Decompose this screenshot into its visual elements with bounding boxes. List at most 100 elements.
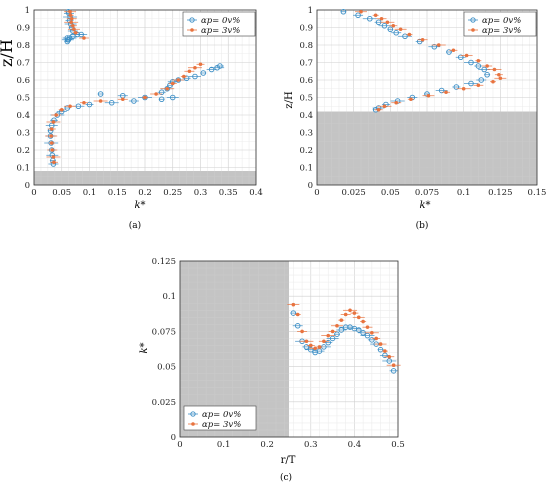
data-point: [54, 113, 58, 117]
data-point: [370, 331, 374, 335]
data-point: [478, 77, 485, 83]
data-point: [444, 90, 448, 95]
data-point: [182, 74, 186, 79]
data-point: [82, 100, 86, 105]
data-point: [377, 346, 384, 353]
data-point: [193, 65, 197, 70]
data-point: [355, 12, 361, 18]
data-point: [476, 83, 481, 88]
panel-c-xlabel: r/T: [281, 455, 296, 466]
x-tick-label: 0.05: [52, 188, 71, 198]
data-point: [475, 63, 482, 69]
data-point: [330, 329, 335, 334]
data-point: [52, 160, 56, 165]
data-point: [143, 95, 147, 100]
data-point: [379, 16, 384, 21]
data-point: [183, 75, 190, 81]
data-point: [436, 43, 441, 47]
legend: αp= 0v%αp= 3v%: [182, 11, 256, 37]
data-point: [387, 26, 394, 33]
y-tick-label: 0.4: [299, 111, 313, 121]
data-point: [446, 49, 452, 55]
data-point: [214, 64, 220, 71]
legend: αp= 0v%αp= 3v%: [463, 11, 537, 37]
y-tick-label: 0.05: [157, 363, 176, 373]
data-point: [431, 44, 438, 50]
data-point: [70, 33, 76, 40]
y-tick-label: 1: [308, 6, 313, 16]
data-point: [304, 339, 309, 344]
y-tick-label: 0.7: [299, 59, 313, 69]
panel-c: 0 0.1 0.2 0.3 0.4 0.5 0 0.025 0.05 0.075 0.1 0.125 α…: [139, 257, 405, 483]
data-point: [59, 107, 64, 112]
y-tick-label: 0.2: [299, 146, 313, 156]
data-point: [492, 67, 497, 72]
y-tick-label: 1: [25, 6, 30, 16]
data-point: [348, 308, 352, 313]
data-point: [294, 323, 301, 329]
data-point: [426, 93, 431, 98]
panel-b-xlabel: k*: [419, 200, 430, 211]
data-point: [167, 82, 173, 88]
panel-a-xlabel: k*: [134, 200, 145, 211]
x-tick-label: 0.025: [341, 188, 365, 198]
data-point: [309, 343, 313, 348]
data-point: [200, 70, 207, 76]
legend-label: αp= 0v%: [202, 410, 241, 420]
data-point: [464, 53, 469, 58]
data-point: [378, 342, 383, 346]
data-point: [158, 89, 165, 95]
legend-marker: [190, 28, 194, 32]
data-point: [86, 101, 93, 108]
x-tick-label: 0.5: [391, 440, 405, 450]
y-tick-label: 0.5: [16, 94, 30, 104]
data-point: [386, 358, 393, 364]
y-tick-label: 0.1: [299, 164, 313, 174]
data-point: [394, 100, 399, 105]
data-point: [98, 99, 103, 103]
y-tick-label: 0.6: [299, 76, 313, 86]
y-tick-label: 0.075: [152, 327, 176, 337]
data-point: [374, 336, 379, 341]
y-tick-label: 0.6: [16, 76, 30, 86]
panel-b-plot: 0 0.025 0.05 0.075 0.1 0.125 0.15 0 0.1 0.2 0.3 0.4…: [299, 6, 546, 198]
x-tick-label: 0.1: [457, 188, 471, 198]
data-point: [295, 312, 300, 317]
data-point: [369, 337, 375, 343]
data-point: [72, 27, 76, 32]
data-point: [385, 20, 390, 25]
x-tick-label: 0.25: [163, 188, 182, 198]
data-point: [108, 99, 115, 106]
data-point: [461, 86, 466, 91]
shaded-region-overlay: [34, 171, 256, 185]
x-tick-label: 0.075: [415, 188, 439, 198]
data-point: [367, 16, 373, 22]
series-alpha-3: [355, 9, 507, 112]
data-point: [291, 302, 296, 307]
data-point: [387, 354, 392, 359]
data-point: [290, 310, 297, 316]
data-point: [316, 348, 323, 354]
legend-marker: [470, 17, 476, 23]
data-point: [390, 368, 397, 374]
data-point: [484, 71, 490, 78]
data-point: [176, 78, 181, 82]
data-point: [75, 103, 82, 109]
y-tick-label: 0.2: [16, 146, 30, 156]
panel-a-ylabel: z/H: [0, 39, 16, 67]
x-tick-label: 0: [177, 440, 182, 450]
x-tick-label: 0.15: [108, 188, 127, 198]
y-tick-label: 0.3: [16, 129, 30, 139]
data-point: [208, 66, 215, 73]
data-point: [498, 76, 503, 81]
data-point: [303, 344, 310, 350]
legend-marker: [191, 422, 195, 426]
legend-marker: [189, 17, 195, 23]
data-point: [169, 94, 176, 101]
data-point: [71, 23, 75, 28]
data-point: [68, 9, 72, 14]
data-point: [393, 30, 399, 36]
data-point: [69, 16, 74, 21]
panel-b: 0 0.025 0.05 0.075 0.1 0.125 0.15 0 0.1 0.2 0.3 0.4…: [284, 6, 546, 231]
panel-a: 0 0.05 0.1 0.15 0.2 0.25 0.3 0.35 0.4 0 0.1 0.2 0.3 0…: [0, 6, 263, 231]
